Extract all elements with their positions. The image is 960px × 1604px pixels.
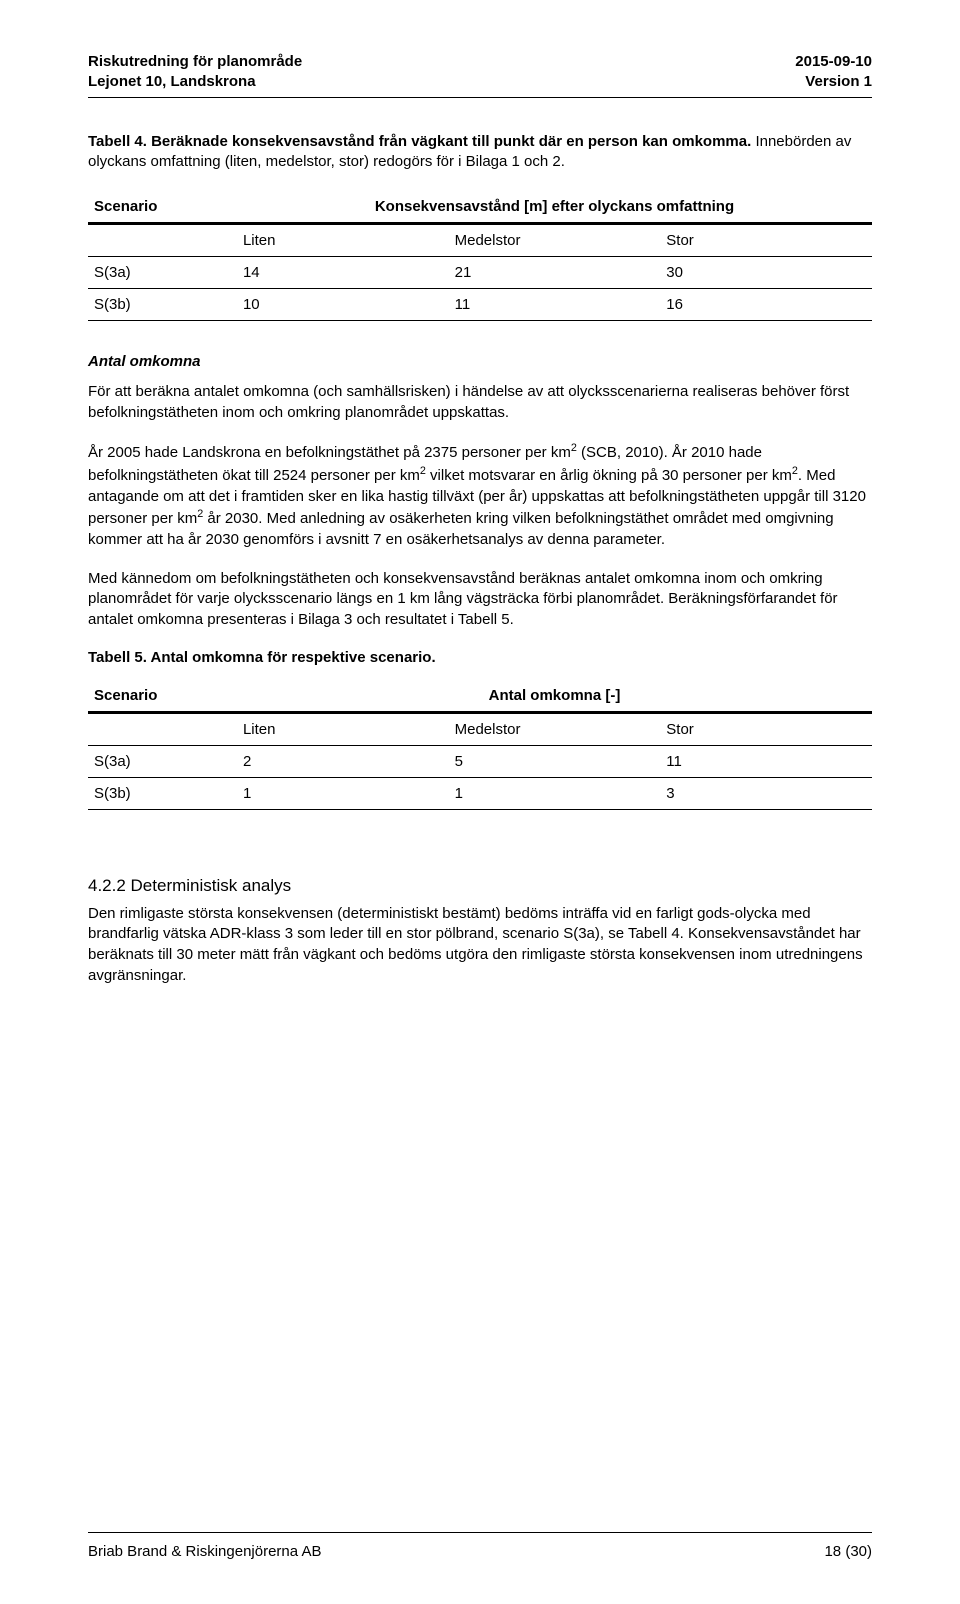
table2-scenario-label: Scenario — [88, 680, 237, 713]
table2-r0-v1: 2 — [237, 745, 449, 777]
footer-left: Briab Brand & Riskingenjörerna AB — [88, 1543, 321, 1560]
table2-r0-v3: 11 — [660, 745, 872, 777]
page-header: Riskutredning för planområde Lejonet 10,… — [88, 52, 872, 93]
table2-r1-v2: 1 — [449, 777, 661, 809]
table1-r1-v1: 10 — [237, 288, 449, 320]
table4-caption: Tabell 4. Beräknade konsekvensavstånd fr… — [88, 132, 872, 173]
para-befolkningstathet: År 2005 hade Landskrona en befolkningstä… — [88, 441, 872, 550]
table2-r1-label: S(3b) — [88, 777, 237, 809]
table-antal-omkomna: Scenario Antal omkomna [-] Liten Medelst… — [88, 680, 872, 810]
table1-r0-v1: 14 — [237, 256, 449, 288]
table1-col-row: Liten Medelstor Stor — [88, 223, 872, 256]
table1-r1-label: S(3b) — [88, 288, 237, 320]
page: Riskutredning för planområde Lejonet 10,… — [0, 0, 960, 1604]
table1-r0-v2: 21 — [449, 256, 661, 288]
footer-right: 18 (30) — [824, 1543, 872, 1560]
table5-caption: Tabell 5. Antal omkomna för respektive s… — [88, 649, 872, 666]
table2-head-row: Scenario Antal omkomna [-] — [88, 680, 872, 713]
header-rule — [88, 97, 872, 98]
table2-r0-label: S(3a) — [88, 745, 237, 777]
p2a: År 2005 hade Landskrona en befolkningstä… — [88, 444, 571, 461]
antal-omkomna-heading: Antal omkomna — [88, 353, 872, 370]
table2-col2: Medelstor — [449, 712, 661, 745]
p2c: vilket motsvarar en årlig ökning på 30 p… — [426, 467, 792, 484]
table2-r0-v2: 5 — [449, 745, 661, 777]
table1-r0-v3: 30 — [660, 256, 872, 288]
header-right-line1: 2015-09-10 — [795, 52, 872, 72]
table1-empty — [88, 223, 237, 256]
table-konsekvensavstand: Scenario Konsekvensavstånd [m] efter oly… — [88, 191, 872, 321]
table1-col2: Medelstor — [449, 223, 661, 256]
table-row: S(3b) 10 11 16 — [88, 288, 872, 320]
table2-empty — [88, 712, 237, 745]
table1-col3: Stor — [660, 223, 872, 256]
header-right-line2: Version 1 — [795, 72, 872, 92]
footer-row: Briab Brand & Riskingenjörerna AB 18 (30… — [88, 1543, 872, 1560]
table2-col1: Liten — [237, 712, 449, 745]
header-right: 2015-09-10 Version 1 — [795, 52, 872, 93]
header-left-line1: Riskutredning för planområde — [88, 52, 302, 72]
table4-caption-bold: Tabell 4. Beräknade konsekvensavstånd fr… — [88, 133, 755, 150]
page-footer: Briab Brand & Riskingenjörerna AB 18 (30… — [88, 1532, 872, 1560]
table1-span-header: Konsekvensavstånd [m] efter olyckans omf… — [237, 191, 872, 224]
table1-scenario-label: Scenario — [88, 191, 237, 224]
table1-col1: Liten — [237, 223, 449, 256]
para-kannedom: Med kännedom om befolkningstätheten och … — [88, 569, 872, 631]
table1-head-row: Scenario Konsekvensavstånd [m] efter oly… — [88, 191, 872, 224]
section-4-2-2-title: 4.2.2 Deterministisk analys — [88, 876, 872, 896]
table1-r1-v3: 16 — [660, 288, 872, 320]
table2-col-row: Liten Medelstor Stor — [88, 712, 872, 745]
footer-rule — [88, 1532, 872, 1533]
table2-col3: Stor — [660, 712, 872, 745]
header-left-line2: Lejonet 10, Landskrona — [88, 72, 302, 92]
para-berakna-antal: För att beräkna antalet omkomna (och sam… — [88, 382, 872, 423]
table2-r1-v3: 3 — [660, 777, 872, 809]
table-row: S(3a) 2 5 11 — [88, 745, 872, 777]
table1-r1-v2: 11 — [449, 288, 661, 320]
table-row: S(3b) 1 1 3 — [88, 777, 872, 809]
section-4-2-2-body: Den rimligaste största konsekvensen (det… — [88, 904, 872, 987]
table2-r1-v1: 1 — [237, 777, 449, 809]
table2-span-header: Antal omkomna [-] — [237, 680, 872, 713]
table1-r0-label: S(3a) — [88, 256, 237, 288]
table-row: S(3a) 14 21 30 — [88, 256, 872, 288]
header-left: Riskutredning för planområde Lejonet 10,… — [88, 52, 302, 93]
